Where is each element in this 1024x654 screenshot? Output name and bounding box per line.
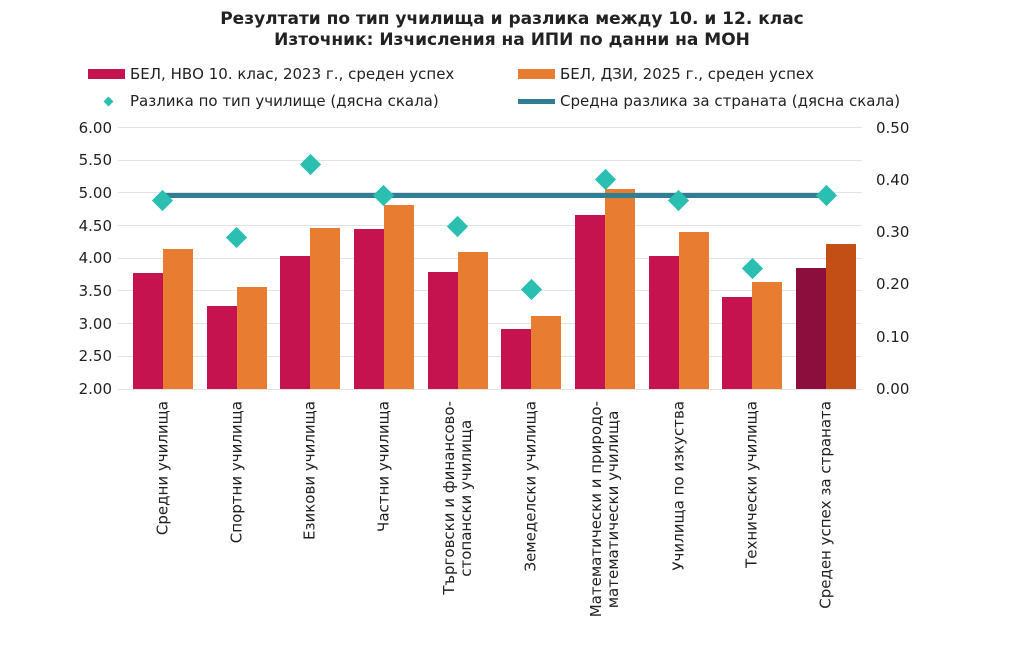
x-axis-label: Технически училища [742, 401, 761, 568]
bar-dzi-2025 [531, 316, 562, 389]
bar-dzi-2025 [383, 205, 414, 389]
difference-diamond-marker [741, 258, 764, 280]
y-axis-left-tick: 6.00 [78, 118, 112, 137]
difference-diamond-marker [447, 216, 469, 238]
bar-nvo-2023 [722, 296, 753, 389]
diamond-icon [103, 96, 114, 106]
legend-marker-cell [518, 69, 560, 79]
difference-diamond-marker [299, 153, 321, 175]
x-axis-label: Среден успех за страната [816, 401, 835, 609]
y-axis-left-tick: 3.00 [78, 314, 112, 333]
gridline [118, 127, 862, 128]
bar-nvo-2023 [353, 229, 384, 389]
x-axis-label: Училища по изкуства [669, 401, 688, 571]
bar-nvo-2023 [796, 268, 827, 389]
y-axis-right-tick: 0.50 [876, 118, 910, 137]
difference-diamond-marker [815, 184, 837, 207]
x-axis-label: Езикови училища [300, 401, 319, 540]
bar-dzi-2025 [752, 281, 783, 389]
bar-dzi-2025 [605, 188, 636, 389]
y-axis-right-tick: 0.20 [876, 275, 910, 294]
line-swatch-icon [518, 98, 555, 104]
legend-label: БЕЛ, НВО 10. клас, 2023 г., среден успех [130, 65, 455, 83]
legend-item-dzi: БЕЛ, ДЗИ, 2025 г., среден успех [518, 64, 814, 84]
gridline [118, 192, 862, 194]
bar-swatch-icon [518, 69, 555, 79]
legend-label: Средна разлика за страната (дясна скала) [560, 92, 901, 110]
legend-label: Разлика по тип училище (дясна скала) [130, 92, 439, 110]
bar-dzi-2025 [236, 287, 267, 389]
y-axis-right-tick: 0.00 [876, 380, 910, 398]
bar-dzi-2025 [826, 243, 857, 389]
bar-dzi-2025 [678, 232, 709, 389]
x-axis-label: Спортни училища [227, 401, 246, 544]
gridline [118, 225, 862, 227]
legend-marker-cell [88, 96, 130, 106]
x-axis-label: Частни училища [374, 401, 393, 532]
chart-title: Резултати по тип училища и разлика между… [220, 9, 804, 29]
legend-item-nvo: БЕЛ, НВО 10. клас, 2023 г., среден успех [88, 64, 454, 84]
bar-dzi-2025 [457, 251, 488, 389]
x-axis-label: Математически и природо- математически у… [587, 401, 623, 618]
difference-diamond-marker [373, 184, 395, 207]
y-axis-left-tick: 5.50 [78, 151, 112, 170]
bar-nvo-2023 [132, 272, 163, 389]
y-axis-right-tick: 0.40 [876, 170, 910, 189]
bar-nvo-2023 [427, 271, 458, 389]
difference-diamond-marker [594, 169, 616, 191]
bar-nvo-2023 [648, 255, 679, 389]
difference-diamond-marker [225, 226, 248, 248]
x-axis-label: Земеделски училища [521, 401, 540, 572]
gridline [118, 159, 862, 161]
gridline [118, 257, 862, 259]
average-difference-line [162, 192, 827, 198]
legend-item-average: Средна разлика за страната (дясна скала) [518, 91, 900, 111]
gridline [118, 323, 862, 325]
y-axis-left-tick: 2.00 [78, 380, 112, 398]
bar-nvo-2023 [280, 256, 311, 389]
legend-marker-cell [88, 69, 130, 79]
y-axis-right-tick: 0.10 [876, 327, 910, 346]
gridline [118, 290, 862, 292]
bar-swatch-icon [88, 69, 125, 79]
bar-nvo-2023 [501, 328, 532, 389]
y-axis-left-tick: 5.00 [78, 183, 112, 202]
chart-subtitle: Източник: Изчисления на ИПИ по данни на … [274, 30, 750, 50]
x-axis-label: Средни училища [153, 401, 172, 536]
gridline [118, 388, 862, 390]
y-axis-left-tick: 4.50 [78, 216, 112, 235]
y-axis-left-tick: 3.50 [78, 281, 112, 300]
y-axis-right-tick: 0.30 [876, 223, 910, 242]
bar-dzi-2025 [162, 249, 193, 389]
bar-dzi-2025 [310, 228, 341, 389]
legend-label: БЕЛ, ДЗИ, 2025 г., среден успех [560, 65, 815, 83]
gridline [118, 355, 862, 357]
bar-nvo-2023 [575, 215, 606, 389]
x-axis-label: Търговски и финансово- стопански училища [439, 401, 475, 595]
legend-item-diff: Разлика по тип училище (дясна скала) [88, 91, 439, 111]
difference-diamond-marker [520, 279, 542, 301]
chart-header: Резултати по тип училища и разлика между… [0, 9, 1024, 51]
legend-marker-cell [518, 98, 560, 104]
bar-nvo-2023 [206, 305, 237, 389]
y-axis-left-tick: 2.50 [78, 347, 112, 366]
y-axis-left-tick: 4.00 [78, 249, 112, 268]
